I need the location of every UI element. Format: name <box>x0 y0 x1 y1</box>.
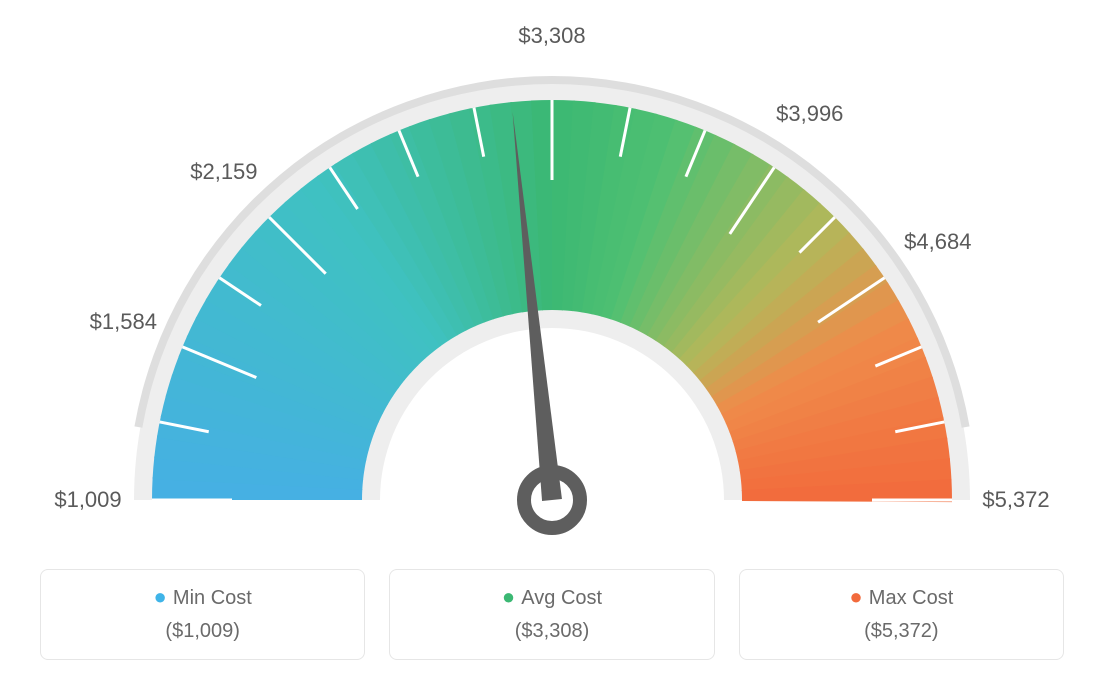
legend-title-max: ● Max Cost <box>748 584 1055 610</box>
gauge-tick-label: $2,159 <box>190 159 257 185</box>
legend-value-min: ($1,009) <box>49 620 356 643</box>
legend-dot-icon: ● <box>849 584 868 609</box>
legend-card-min: ● Min Cost ($1,009) <box>40 569 365 660</box>
legend-dot-icon: ● <box>154 584 173 609</box>
legend: ● Min Cost ($1,009) ● Avg Cost ($3,308) ● Ma… <box>40 569 1064 660</box>
legend-value-max: ($5,372) <box>748 620 1055 643</box>
gauge-tick-label: $4,684 <box>904 229 971 255</box>
legend-title-avg: ● Avg Cost <box>398 584 705 610</box>
legend-card-max: ● Max Cost ($5,372) <box>739 569 1064 660</box>
gauge-tick-label: $5,372 <box>982 487 1049 513</box>
legend-card-avg: ● Avg Cost ($3,308) <box>389 569 714 660</box>
gauge-tick-label: $3,996 <box>776 101 843 127</box>
gauge-area: $1,009 $1,584 $2,159 $3,308 $3,996 $4,684 $5,3… <box>0 0 1104 560</box>
gauge-tick-label: $3,308 <box>518 23 585 49</box>
legend-dot-icon: ● <box>502 584 521 609</box>
legend-title-text: Min Cost <box>173 587 252 609</box>
gauge-svg <box>0 0 1104 560</box>
legend-title-text: Max Cost <box>869 587 953 609</box>
legend-value-avg: ($3,308) <box>398 620 705 643</box>
chart-container: $1,009 $1,584 $2,159 $3,308 $3,996 $4,684 $5,3… <box>0 0 1104 690</box>
legend-title-text: Avg Cost <box>521 587 602 609</box>
legend-title-min: ● Min Cost <box>49 584 356 610</box>
gauge-tick-label: $1,584 <box>90 309 157 335</box>
gauge-tick-label: $1,009 <box>54 487 121 513</box>
